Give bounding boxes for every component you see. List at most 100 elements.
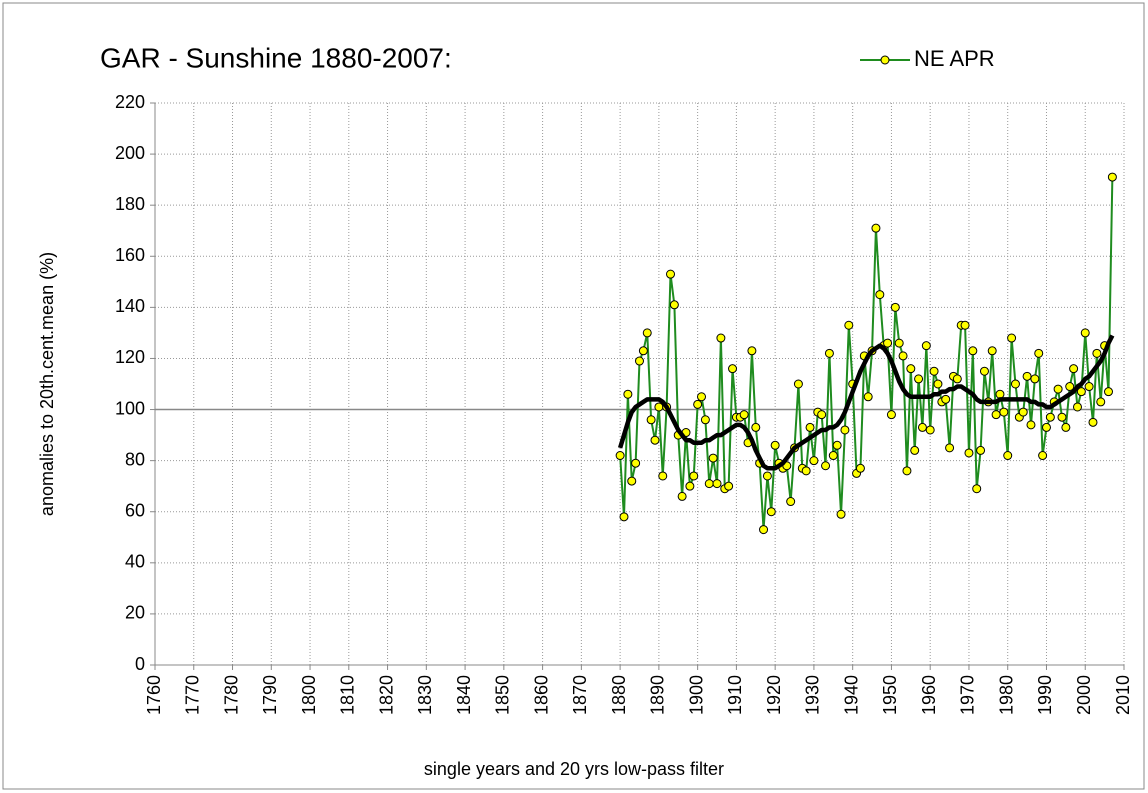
data-point <box>1003 451 1013 461</box>
data-point <box>855 463 865 473</box>
data-point <box>1053 384 1063 394</box>
y-tick-label: 60 <box>125 500 145 520</box>
x-tick-label: 1860 <box>531 675 551 715</box>
x-tick-label: 1980 <box>996 675 1016 715</box>
data-point <box>1022 371 1032 381</box>
data-point <box>902 466 912 476</box>
data-point <box>1065 382 1075 392</box>
data-point <box>1007 333 1017 343</box>
data-point <box>766 507 776 517</box>
data-point <box>883 338 893 348</box>
data-point <box>809 456 819 466</box>
data-point <box>929 366 939 376</box>
data-point <box>1072 402 1082 412</box>
data-point <box>836 509 846 519</box>
data-point <box>739 410 749 420</box>
data-point <box>960 320 970 330</box>
data-point <box>968 346 978 356</box>
series-line <box>617 334 1115 471</box>
data-point <box>805 422 815 432</box>
x-tick-label: 2010 <box>1113 675 1133 715</box>
x-tick-label: 1840 <box>454 675 474 715</box>
y-tick-label: 100 <box>115 398 145 418</box>
x-tick-label: 1900 <box>686 675 706 715</box>
data-point <box>704 479 714 489</box>
data-point <box>619 512 629 522</box>
data-point <box>669 300 679 310</box>
data-point <box>1026 420 1036 430</box>
data-point <box>1038 451 1048 461</box>
x-tick-label: 1890 <box>648 675 668 715</box>
data-point <box>724 481 734 491</box>
data-point <box>747 346 757 356</box>
data-point <box>840 425 850 435</box>
x-tick-label: 2000 <box>1074 675 1094 715</box>
data-point <box>642 328 652 338</box>
x-tick-label: 1910 <box>725 675 745 715</box>
x-tick-label: 1780 <box>221 675 241 715</box>
x-tick-label: 1790 <box>260 675 280 715</box>
data-point <box>914 374 924 384</box>
data-point <box>1018 407 1028 417</box>
data-point <box>801 466 811 476</box>
data-point <box>1096 397 1106 407</box>
x-tick-label: 1940 <box>841 675 861 715</box>
data-point <box>1069 364 1079 374</box>
x-tick-label: 1850 <box>493 675 513 715</box>
data-point <box>1010 379 1020 389</box>
chart-title: GAR - Sunshine 1880-2007: <box>100 42 452 73</box>
data-point <box>1061 422 1071 432</box>
data-point <box>1084 382 1094 392</box>
data-point <box>890 302 900 312</box>
data-point <box>906 364 916 374</box>
data-point <box>700 415 710 425</box>
y-axis-label: anomalies to 20th.cent.mean (%) <box>37 252 57 516</box>
y-tick-label: 120 <box>115 347 145 367</box>
data-point <box>638 346 648 356</box>
x-tick-label: 1930 <box>803 675 823 715</box>
y-tick-label: 80 <box>125 449 145 469</box>
data-point <box>685 481 695 491</box>
data-point <box>952 374 962 384</box>
data-point <box>828 451 838 461</box>
x-tick-label: 1870 <box>570 675 590 715</box>
data-point <box>976 445 986 455</box>
data-point <box>1041 422 1051 432</box>
y-tick-label: 160 <box>115 245 145 265</box>
data-point <box>751 422 761 432</box>
data-point <box>689 471 699 481</box>
data-point <box>658 471 668 481</box>
data-point <box>921 341 931 351</box>
data-point <box>844 320 854 330</box>
data-point <box>821 461 831 471</box>
x-tick-label: 1920 <box>764 675 784 715</box>
legend-marker <box>880 55 890 65</box>
data-point <box>712 479 722 489</box>
data-point <box>832 440 842 450</box>
x-tick-label: 1760 <box>144 675 164 715</box>
data-point <box>863 392 873 402</box>
x-tick-label: 1950 <box>880 675 900 715</box>
y-tick-label: 200 <box>115 143 145 163</box>
data-point <box>1030 374 1040 384</box>
data-point <box>995 389 1005 399</box>
data-point <box>615 451 625 461</box>
y-tick-label: 40 <box>125 552 145 572</box>
data-point <box>654 402 664 412</box>
data-point <box>716 333 726 343</box>
data-point <box>627 476 637 486</box>
data-point <box>677 491 687 501</box>
data-point <box>886 410 896 420</box>
data-point <box>728 364 738 374</box>
data-point <box>972 484 982 494</box>
data-point <box>1107 172 1117 182</box>
data-point <box>762 471 772 481</box>
data-point <box>941 394 951 404</box>
data-point <box>1103 387 1113 397</box>
data-point <box>646 415 656 425</box>
data-point <box>933 379 943 389</box>
x-tick-label: 1830 <box>415 675 435 715</box>
data-point <box>999 407 1009 417</box>
